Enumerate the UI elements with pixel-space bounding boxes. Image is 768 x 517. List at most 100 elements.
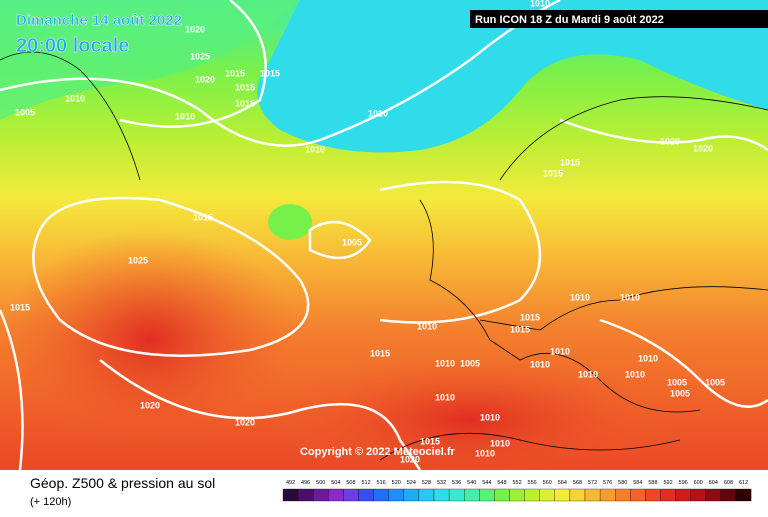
scale-label: 588 — [648, 480, 657, 486]
scale-swatch — [630, 488, 646, 502]
scale-label: 576 — [603, 480, 612, 486]
scale-swatch — [373, 488, 389, 502]
isobar-label: 1025 — [128, 255, 148, 265]
isobar-label: 1020 — [185, 24, 205, 34]
scale-swatch — [343, 488, 359, 502]
scale-swatch — [297, 488, 314, 502]
isobar-label: 1010 — [620, 292, 640, 302]
scale-label: 540 — [467, 480, 476, 486]
scale-swatch — [494, 488, 510, 502]
scale-label: 520 — [392, 480, 401, 486]
scale-label: 580 — [618, 480, 627, 486]
isobar-label: 1010 — [625, 369, 645, 379]
scale-swatch — [524, 488, 540, 502]
scale-swatch — [448, 488, 465, 502]
scale-swatch — [660, 488, 676, 502]
isobar-label: 1010 — [368, 108, 388, 118]
scale-label: 608 — [724, 480, 733, 486]
scale-label: 600 — [694, 480, 703, 486]
isobar-label: 1015 — [543, 168, 563, 178]
isobar-label: 1020 — [660, 136, 680, 146]
scale-label: 492 — [286, 480, 295, 486]
isobar-label: 1015 — [235, 98, 255, 108]
scale-swatch — [433, 488, 450, 502]
isobar-label: 1015 — [370, 348, 390, 358]
isobar-label: 1020 — [140, 400, 160, 410]
scale-label: 612 — [739, 480, 748, 486]
scale-label: 604 — [709, 480, 718, 486]
isobar-label: 1020 — [235, 417, 255, 427]
scale-swatch — [569, 488, 586, 502]
isobars — [0, 0, 768, 470]
isobar-label: 1010 — [530, 359, 550, 369]
scale-swatch — [599, 488, 616, 502]
cold-region — [257, 0, 768, 153]
isobar-label: 1015 — [193, 212, 213, 222]
footer-lead: (+ 120h) — [30, 496, 71, 508]
scale-label: 568 — [573, 480, 582, 486]
isobar-label: 1015 — [420, 436, 440, 446]
isobar-label: 1005 — [15, 107, 35, 117]
footer-title: Géop. Z500 & pression au sol — [30, 475, 215, 491]
warm-region — [270, 350, 670, 490]
isobar-label: 1025 — [190, 51, 210, 61]
scale-swatch — [735, 488, 752, 502]
isobar-label: 1015 — [510, 324, 530, 334]
run-info: Run ICON 18 Z du Mardi 9 août 2022 — [475, 14, 664, 26]
isobar-label: 1010 — [65, 93, 85, 103]
scale-swatch — [554, 488, 571, 502]
color-scale: 492 496 500 504 508 512 516 520 524 528 532 536 540 5… — [282, 480, 752, 502]
scale-swatch — [645, 488, 661, 502]
scale-label: 528 — [422, 480, 431, 486]
scale-label: 572 — [588, 480, 597, 486]
warm-region — [0, 230, 300, 450]
isobar-label: 1010 — [578, 369, 598, 379]
isobar-label: 1020 — [195, 74, 215, 84]
scale-swatch — [313, 488, 329, 502]
scale-label: 552 — [512, 480, 521, 486]
scale-swatch — [539, 488, 555, 502]
scale-swatch — [418, 488, 435, 502]
scale-label: 536 — [452, 480, 461, 486]
scale-label: 548 — [497, 480, 506, 486]
scale-swatch — [388, 488, 404, 502]
scale-swatch — [509, 488, 525, 502]
isobar-label: 1010 — [480, 412, 500, 422]
isobar-label: 1010 — [530, 0, 550, 8]
isobar-label: 1015 — [225, 68, 245, 78]
isobar-label: 1010 — [638, 353, 658, 363]
forecast-time: 20:00 locale — [16, 35, 129, 57]
scale-label: 500 — [316, 480, 325, 486]
isobar-label: 1015 — [560, 157, 580, 167]
isobar-label: 1010 — [175, 111, 195, 121]
isobar-label: 1015 — [520, 312, 540, 322]
scale-swatch — [615, 488, 631, 502]
isobar-label: 1005 — [460, 358, 480, 368]
scale-swatch — [690, 488, 706, 502]
isobar-label: 1010 — [570, 292, 590, 302]
isobar-label: 1020 — [400, 454, 420, 464]
scale-label: 564 — [558, 480, 567, 486]
scale-label: 504 — [331, 480, 340, 486]
run-banner — [470, 10, 768, 28]
isobar-label: 1010 — [417, 321, 437, 331]
scale-label: 508 — [346, 480, 355, 486]
scale-label: 544 — [482, 480, 491, 486]
scale-swatch — [464, 488, 480, 502]
scale-swatch — [584, 488, 601, 502]
scale-swatch — [479, 488, 495, 502]
scale-swatch — [403, 488, 420, 502]
scale-swatch — [675, 488, 691, 502]
scale-label: 496 — [301, 480, 310, 486]
scale-swatch — [282, 488, 299, 502]
copyright: Copyright © 2022 Meteociel.fr — [300, 446, 456, 458]
scale-label: 532 — [437, 480, 446, 486]
low-region — [268, 204, 312, 240]
scale-label: 592 — [663, 480, 672, 486]
forecast-date: Dimanche 14 août 2022 — [16, 12, 182, 29]
scale-label: 584 — [633, 480, 642, 486]
scale-label: 596 — [679, 480, 688, 486]
isobar-label: 1010 — [305, 144, 325, 154]
isobar-label: 1010 — [475, 448, 495, 458]
